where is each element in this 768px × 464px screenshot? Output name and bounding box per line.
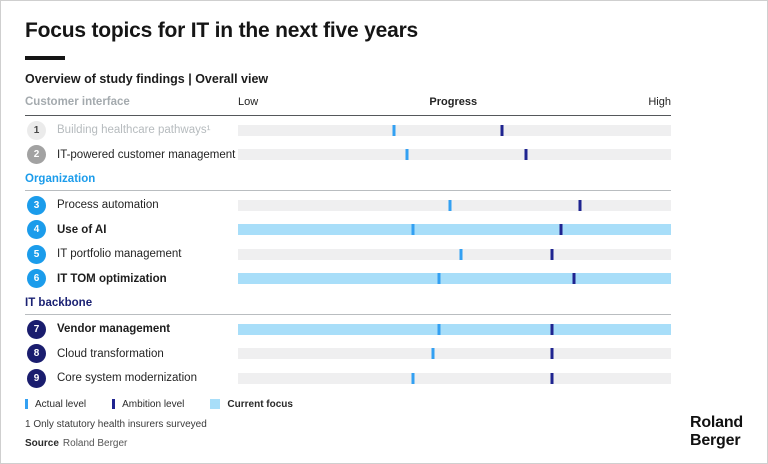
title-underline xyxy=(25,56,65,60)
topic-number-badge: 7 xyxy=(27,319,46,339)
legend-label: Actual level xyxy=(35,398,87,410)
topic-row-5: 5 IT portfolio management xyxy=(25,242,671,267)
actual-level-tick xyxy=(411,224,415,236)
ambition-level-tick xyxy=(550,372,554,384)
section-organization-rows: 3 Process automation 4 Use of AI xyxy=(25,191,671,291)
actual-level-tick xyxy=(437,323,441,335)
topic-row-1: 1 Building healthcare pathways¹ xyxy=(25,118,671,143)
section-title-organization: Organization xyxy=(25,173,671,191)
topic-number-badge: 5 xyxy=(27,244,46,264)
progress-bar-current-focus xyxy=(238,323,671,335)
legend-item-actual: Actual level xyxy=(25,399,86,410)
progress-bar-current-focus xyxy=(238,224,671,236)
section-title-customer-interface: Customer interface xyxy=(25,96,130,108)
progress-bar-current-focus xyxy=(238,273,671,285)
actual-level-tick xyxy=(448,199,452,211)
progress-bar xyxy=(238,372,671,384)
topic-label: Building healthcare pathways¹ xyxy=(57,124,211,137)
topic-number-badge: 4 xyxy=(27,220,46,240)
legend-item-current-focus: Current focus xyxy=(210,399,293,410)
topic-label: IT portfolio management xyxy=(57,248,182,261)
ambition-level-tick xyxy=(550,323,554,335)
footnote: 1 Only statutory health insurers surveye… xyxy=(25,418,207,430)
topic-label: Cloud transformation xyxy=(57,347,164,360)
topic-number-badge: 6 xyxy=(27,269,46,289)
content: Focus topics for IT in the next five yea… xyxy=(1,1,695,449)
topic-row-7: 7 Vendor management xyxy=(25,317,671,342)
page-title: Focus topics for IT in the next five yea… xyxy=(25,19,419,42)
axis-header: Customer interface Low Progress High xyxy=(25,96,671,116)
ambition-level-tick xyxy=(524,149,528,161)
progress-bar xyxy=(238,348,671,360)
progress-bar xyxy=(238,124,671,136)
topic-number-badge: 8 xyxy=(27,344,46,364)
axis-label-high: High xyxy=(648,96,671,108)
logo-line1: Roland xyxy=(689,414,743,432)
topic-row-4: 4 Use of AI xyxy=(25,218,671,243)
legend-label: Current focus xyxy=(227,398,293,410)
topic-row-3: 3 Process automation xyxy=(25,193,671,218)
source-label: Source xyxy=(25,437,59,449)
actual-level-tick xyxy=(437,273,441,285)
topic-number-badge: 3 xyxy=(27,195,46,215)
source-line: Source Roland Berger xyxy=(25,438,671,449)
actual-level-tick xyxy=(459,248,463,260)
topic-number-badge: 1 xyxy=(27,120,46,140)
legend-item-ambition: Ambition level xyxy=(112,399,184,410)
topic-label: Vendor management xyxy=(57,323,171,336)
section-title-text: Organization xyxy=(25,173,96,185)
ambition-level-tick xyxy=(572,273,576,285)
legend-label: Ambition level xyxy=(122,398,185,410)
topic-label: Process automation xyxy=(57,199,159,212)
progress-bar xyxy=(238,248,671,260)
progress-bar xyxy=(238,199,671,211)
source-value: Roland Berger xyxy=(62,437,128,449)
topic-number-badge: 9 xyxy=(27,368,46,388)
topic-row-8: 8 Cloud transformation xyxy=(25,342,671,367)
topic-row-2: 2 IT-powered customer management xyxy=(25,143,671,168)
current-focus-swatch-icon xyxy=(210,399,221,409)
ambition-level-tick-icon xyxy=(112,399,116,409)
actual-level-tick xyxy=(411,372,415,384)
section-title-it-backbone: IT backbone xyxy=(25,297,671,315)
topic-label: Core system modernization xyxy=(57,372,197,385)
topic-row-9: 9 Core system modernization xyxy=(25,366,671,391)
ambition-level-tick xyxy=(578,199,582,211)
actual-level-tick xyxy=(392,124,396,136)
section-it-backbone-rows: 7 Vendor management 8 Cloud transformati… xyxy=(25,315,671,391)
topic-label: IT-powered customer management xyxy=(57,148,236,161)
chart: Customer interface Low Progress High 1 B… xyxy=(25,96,671,449)
legend: Actual level Ambition level Current focu… xyxy=(25,399,671,410)
logo-line2: Berger xyxy=(689,431,741,449)
actual-level-tick-icon xyxy=(25,399,28,409)
actual-level-tick xyxy=(405,149,409,161)
ambition-level-tick xyxy=(559,224,563,236)
progress-bar xyxy=(238,149,671,161)
ambition-level-tick xyxy=(500,124,504,136)
topic-row-6: 6 IT TOM optimization xyxy=(25,267,671,292)
axis-label-progress: Progress xyxy=(429,96,478,108)
section-title-text: IT backbone xyxy=(25,297,93,309)
topic-label: IT TOM optimization xyxy=(57,272,167,285)
roland-berger-logo: Roland Berger xyxy=(690,414,743,449)
axis-label-low: Low xyxy=(238,96,259,108)
page-subtitle: Overview of study findings | Overall vie… xyxy=(25,72,269,86)
ambition-level-tick xyxy=(550,348,554,360)
topic-label: Use of AI xyxy=(57,223,107,236)
topic-number-badge: 2 xyxy=(27,145,46,165)
section-customer-interface-rows: 1 Building healthcare pathways¹ 2 IT-pow… xyxy=(25,116,671,167)
actual-level-tick xyxy=(431,348,435,360)
ambition-level-tick xyxy=(550,248,554,260)
